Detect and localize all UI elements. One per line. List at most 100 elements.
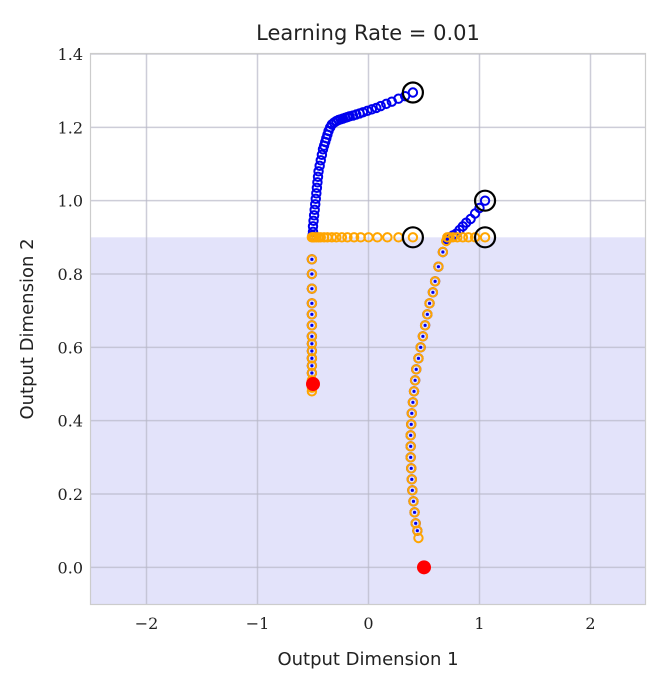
y-tick-label: 1.2 [58,118,83,137]
orange-trajectory-point [306,283,318,294]
orange-trajectory-point [306,232,318,243]
blue-trajectory-point [308,210,320,221]
orange-trajectory-point [405,430,416,441]
orange-trajectory-point [306,268,318,280]
blue-trajectory-dot [409,466,413,470]
x-tick-label: 0 [363,614,373,633]
orange-trajectory-point [463,232,474,243]
blue-trajectory-dot [409,455,413,459]
blue-trajectory-point [311,182,323,194]
y-tick-label: 0.2 [58,485,83,504]
blue-trajectory-point [317,144,329,155]
blue-trajectory-dot [427,301,432,305]
blue-trajectory-dot [441,250,445,254]
target-point [417,560,431,575]
blue-trajectory-dot [310,287,314,291]
orange-trajectory-point [411,364,422,375]
blue-trajectory-dot [410,477,414,481]
orange-trajectory-point [306,331,318,342]
blue-trajectory-dot [412,510,417,514]
y-tick-label: 0.8 [58,265,83,284]
orange-trajectory-point [408,386,420,397]
blue-trajectory-dot [411,499,416,503]
blue-trajectory-point [386,96,398,107]
blue-trajectory-dot [410,488,414,492]
orange-trajectory-point [407,232,419,243]
blue-trajectory-dot [310,364,314,368]
orange-trajectory-point [413,532,424,544]
blue-trajectory-point [314,160,325,172]
blue-trajectory-dot [416,356,421,360]
blue-trajectory-dot [419,345,423,349]
orange-trajectory-point [406,408,417,419]
blue-trajectory-dot [423,323,427,327]
blue-trajectory-dot [411,400,415,404]
orange-trajectory-point [306,320,318,331]
orange-trajectory-point [407,485,418,496]
blue-trajectory-dot [310,272,314,276]
orange-trajectory-point [355,232,366,243]
orange-trajectory-point [306,309,318,320]
blue-trajectory-dot [310,342,314,346]
orange-trajectory-point [429,276,441,287]
x-tick-label: −1 [246,614,270,633]
orange-trajectory-point [306,298,318,309]
x-tick-label: −2 [135,614,159,633]
x-tick-label: 2 [585,614,595,633]
start-marker [473,226,497,249]
blue-trajectory-point [311,188,322,199]
orange-trajectory-point [433,261,444,272]
chart-title: Learning Rate = 0.01 [256,21,480,45]
orange-trajectory-point [415,342,426,353]
target-point [306,377,320,391]
blue-trajectory-point [310,193,321,205]
orange-trajectory-point [407,397,419,408]
orange-trajectory-point [457,232,469,243]
blue-trajectory-dot [410,411,414,415]
orange-trajectory-point [413,353,424,364]
orange-trajectory-point [422,309,433,320]
orange-trajectory-point [417,331,429,342]
orange-trajectory-point [306,353,318,364]
blue-trajectory-dot [409,433,413,437]
y-tick-label: 1.0 [58,192,83,211]
orange-trajectory-point [405,441,416,452]
orange-trajectory-point [406,419,417,430]
blue-trajectory-dot [431,290,435,294]
start-marker [473,189,497,212]
orange-trajectory-point [405,452,416,463]
blue-trajectory-dot [310,257,314,261]
y-tick-label: 1.4 [58,45,83,64]
orange-trajectory-point [479,232,491,243]
orange-trajectory-point [406,474,417,485]
blue-trajectory-dot [310,371,314,375]
blue-trajectory-point [315,155,326,166]
blue-trajectory-dot [425,312,429,316]
orange-trajectory-point [441,235,452,247]
blue-trajectory-dot [310,349,314,353]
start-marker [401,226,424,249]
plot-frame [89,52,647,606]
blue-trajectory-point [312,177,323,188]
orange-trajectory-point [409,375,421,386]
blue-trajectory-dot [310,356,314,360]
y-axis-label: Output Dimension 2 [17,238,38,419]
orange-trajectory-point [437,246,449,258]
blue-trajectory-dot [310,334,314,338]
blue-trajectory-point [310,199,321,210]
blue-trajectory-dot [310,323,314,327]
orange-trajectory-point [419,320,431,331]
blue-trajectory-dot [445,237,449,241]
orange-trajectory-point [336,232,348,243]
orange-trajectory-point [348,232,360,243]
blue-trajectory-point [381,98,392,110]
blue-trajectory-point [312,171,324,183]
blue-trajectory-dot [436,265,441,269]
blue-trajectory-dot [415,529,419,533]
blue-trajectory-dot [421,334,425,338]
y-tick-label: 0.0 [58,558,83,577]
orange-trajectory-point [306,338,318,349]
orange-trajectory-point [306,345,318,357]
blue-trajectory-point [366,104,378,115]
